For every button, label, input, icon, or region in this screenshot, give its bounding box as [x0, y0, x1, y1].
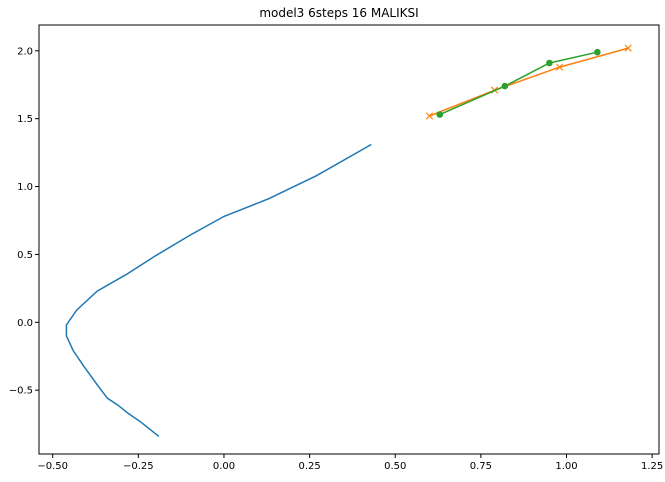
series-2-line — [439, 51, 598, 116]
x-tick-label: 0.50 — [384, 461, 406, 472]
series-0-line — [65, 143, 372, 437]
series-2-point — [501, 82, 509, 90]
x-tick-label: −0.25 — [123, 461, 154, 472]
x-tick-label: 0.25 — [298, 461, 320, 472]
y-tick-label: 0.0 — [17, 318, 33, 329]
plot-area — [65, 44, 632, 437]
y-tick-label: 1.5 — [17, 114, 33, 125]
x-tick-label: 1.25 — [641, 461, 663, 472]
series-1-point — [624, 44, 632, 52]
chart-title: model3 6steps 16 MALIKSI — [259, 6, 418, 20]
x-tick-label: 1.00 — [555, 461, 577, 472]
y-tick-label: 0.5 — [17, 250, 33, 261]
y-tick-label: 2.0 — [17, 46, 33, 57]
y-tick-label: −0.5 — [9, 386, 33, 397]
x-tick-label: 0.75 — [470, 461, 492, 472]
x-tick-label: 0.00 — [213, 461, 235, 472]
series-1-line — [429, 47, 629, 117]
series-1-point — [425, 112, 434, 120]
axes: −0.50 −0.25 0.00 0.25 0.50 0.75 1.00 1.25 −0.5 0.… — [9, 46, 664, 472]
x-tick-label: −0.50 — [37, 461, 68, 472]
y-tick-label: 1.0 — [17, 182, 33, 193]
plot-frame — [38, 24, 660, 455]
series-2-point — [436, 111, 444, 118]
series-1-point — [556, 63, 564, 71]
series-2-point — [594, 48, 601, 56]
series-2-point — [546, 59, 553, 67]
